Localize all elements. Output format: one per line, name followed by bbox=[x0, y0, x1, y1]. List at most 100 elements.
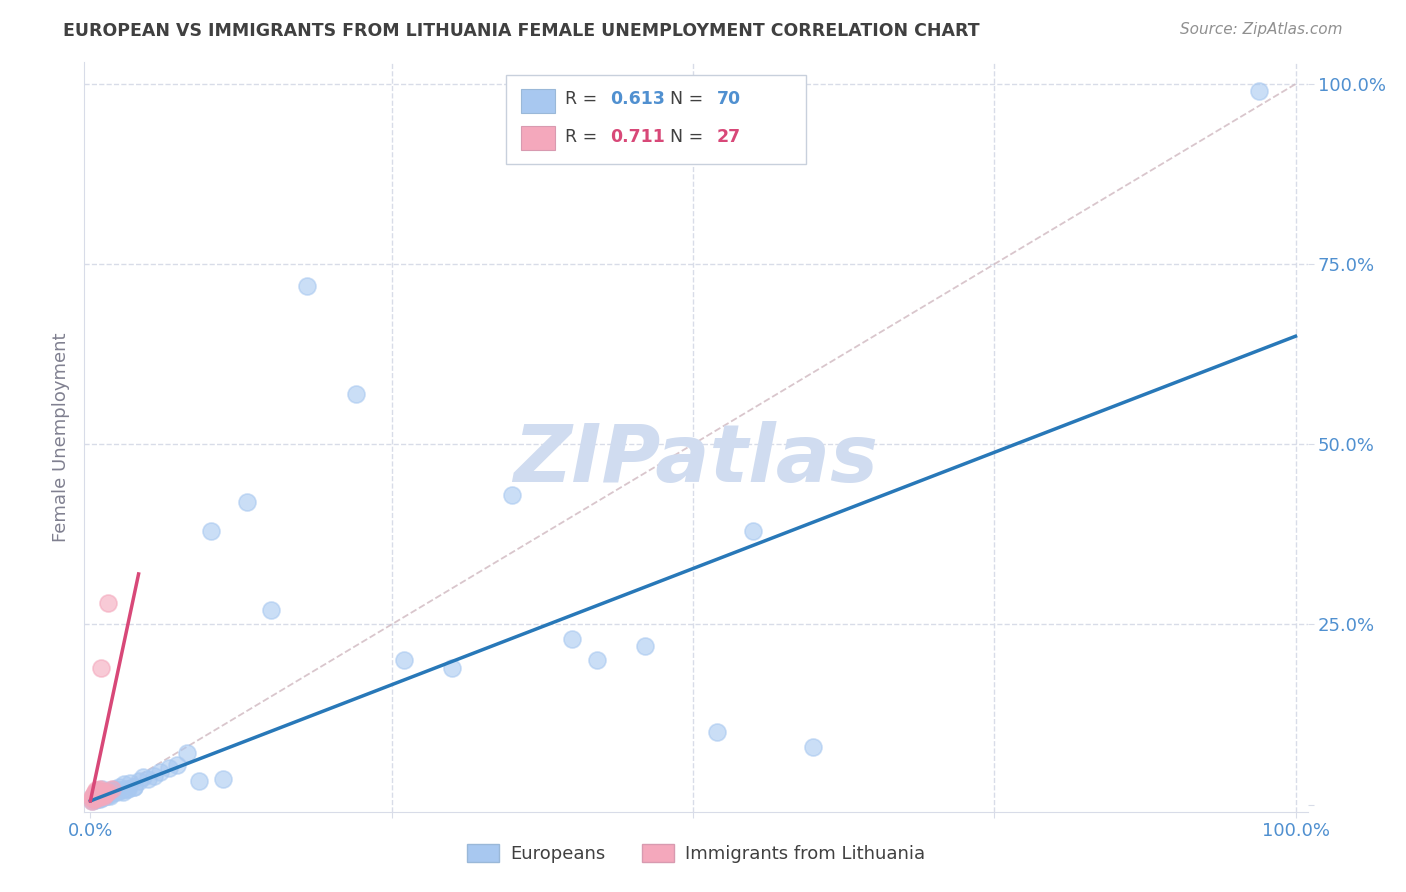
Point bbox=[82, 790, 104, 805]
Point bbox=[143, 769, 166, 783]
Point bbox=[1249, 84, 1271, 98]
Point bbox=[742, 524, 765, 538]
Point bbox=[97, 786, 120, 800]
Point bbox=[83, 787, 105, 801]
Point bbox=[120, 776, 142, 790]
Y-axis label: Female Unemployment: Female Unemployment bbox=[52, 333, 70, 541]
Point bbox=[94, 787, 117, 801]
Text: Source: ZipAtlas.com: Source: ZipAtlas.com bbox=[1180, 22, 1343, 37]
Point bbox=[111, 783, 134, 797]
Point bbox=[86, 788, 108, 802]
Point bbox=[90, 791, 112, 805]
Point bbox=[91, 782, 114, 797]
Point bbox=[83, 792, 105, 806]
Point bbox=[90, 660, 112, 674]
Point bbox=[392, 653, 415, 667]
Point bbox=[91, 788, 114, 802]
Point bbox=[91, 785, 114, 799]
Point bbox=[89, 789, 111, 803]
Point bbox=[93, 789, 115, 803]
Point bbox=[87, 784, 110, 798]
Text: R =: R = bbox=[565, 90, 603, 108]
Point bbox=[212, 772, 235, 787]
Point bbox=[87, 786, 110, 800]
Point bbox=[136, 772, 159, 787]
Point bbox=[82, 789, 104, 803]
Point bbox=[91, 787, 114, 801]
Bar bbox=[522, 126, 555, 150]
Point bbox=[86, 791, 108, 805]
Point bbox=[585, 653, 607, 667]
Point bbox=[87, 783, 110, 797]
Point bbox=[122, 780, 145, 794]
Point bbox=[98, 783, 121, 797]
Point bbox=[297, 278, 319, 293]
Text: EUROPEAN VS IMMIGRANTS FROM LITHUANIA FEMALE UNEMPLOYMENT CORRELATION CHART: EUROPEAN VS IMMIGRANTS FROM LITHUANIA FE… bbox=[63, 22, 980, 40]
Point bbox=[87, 788, 110, 802]
Point bbox=[84, 784, 107, 798]
Point bbox=[91, 784, 114, 798]
Point bbox=[86, 783, 108, 797]
Point bbox=[84, 791, 107, 805]
Point bbox=[82, 791, 104, 805]
Point bbox=[111, 784, 134, 798]
Point bbox=[149, 765, 172, 780]
Point bbox=[176, 746, 198, 760]
Point bbox=[86, 788, 108, 802]
Point bbox=[80, 794, 103, 808]
Point bbox=[96, 789, 118, 803]
Legend: Europeans, Immigrants from Lithuania: Europeans, Immigrants from Lithuania bbox=[460, 837, 932, 870]
Point bbox=[634, 639, 657, 653]
Point bbox=[94, 788, 117, 802]
Point bbox=[80, 790, 103, 805]
Point bbox=[501, 488, 523, 502]
Point bbox=[86, 787, 108, 801]
Point bbox=[86, 789, 108, 804]
Point bbox=[103, 785, 125, 799]
Point bbox=[122, 780, 145, 794]
Point bbox=[87, 790, 110, 805]
Point bbox=[112, 777, 135, 791]
Point bbox=[86, 791, 108, 805]
Point bbox=[84, 793, 107, 807]
Bar bbox=[506, 75, 806, 163]
Text: 27: 27 bbox=[717, 128, 741, 145]
Point bbox=[100, 787, 122, 801]
Point bbox=[94, 784, 117, 798]
Point bbox=[803, 739, 825, 754]
Point bbox=[440, 660, 463, 674]
Point bbox=[344, 387, 367, 401]
Point bbox=[93, 789, 115, 804]
Point bbox=[108, 780, 131, 794]
Point bbox=[97, 785, 120, 799]
Point bbox=[90, 787, 112, 801]
Point bbox=[83, 792, 105, 806]
Bar bbox=[522, 88, 555, 112]
Point bbox=[89, 792, 111, 806]
Text: ZIPatlas: ZIPatlas bbox=[513, 420, 879, 499]
Point bbox=[128, 774, 150, 789]
Point bbox=[166, 758, 188, 772]
Text: 70: 70 bbox=[717, 90, 741, 108]
Text: 0.613: 0.613 bbox=[610, 90, 665, 108]
Point bbox=[86, 786, 108, 800]
Point bbox=[94, 784, 117, 798]
Text: R =: R = bbox=[565, 128, 603, 145]
Text: N =: N = bbox=[659, 90, 709, 108]
Point bbox=[103, 781, 125, 796]
Point bbox=[89, 787, 111, 801]
Point bbox=[82, 791, 104, 805]
Text: 0.711: 0.711 bbox=[610, 128, 665, 145]
Point bbox=[86, 789, 108, 803]
Point bbox=[115, 781, 138, 796]
Point bbox=[187, 774, 209, 789]
Point bbox=[98, 789, 121, 803]
Point bbox=[89, 781, 111, 796]
Point bbox=[260, 603, 283, 617]
Point bbox=[90, 789, 112, 803]
Point bbox=[561, 632, 583, 646]
Point bbox=[132, 770, 155, 784]
Point bbox=[105, 784, 128, 798]
Point bbox=[107, 783, 129, 797]
Point bbox=[706, 725, 728, 739]
